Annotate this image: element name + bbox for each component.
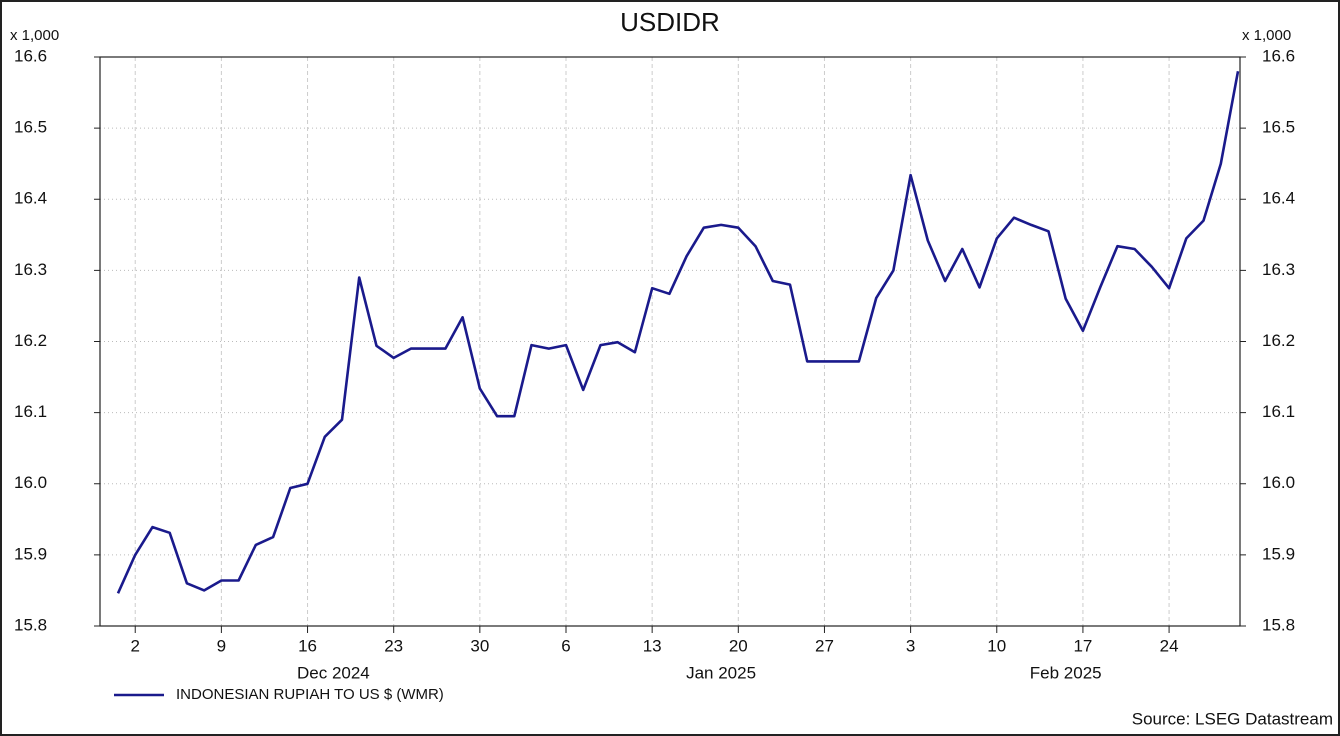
x-tick-label: 30 (470, 636, 489, 655)
y-tick-label: 16.3 (14, 260, 47, 279)
x-tick-label: 16 (298, 636, 317, 655)
y2-tick-label: 15.8 (1262, 615, 1295, 634)
chart-title: USDIDR (620, 7, 720, 37)
x-tick-label: 24 (1160, 636, 1179, 655)
y2-tick-label: 15.9 (1262, 544, 1295, 563)
x-tick-label: 27 (815, 636, 834, 655)
plot-area (99, 56, 1241, 627)
y-tick-label: 15.8 (14, 615, 47, 634)
y-tick-label: 16.1 (14, 402, 47, 421)
y2-tick-label: 16.3 (1262, 260, 1295, 279)
y2-unit-label: x 1,000 (1242, 27, 1291, 44)
x-tick-label: 6 (561, 636, 570, 655)
x-tick-label: 10 (987, 636, 1006, 655)
x-tick-label: 13 (643, 636, 662, 655)
legend-label: INDONESIAN RUPIAH TO US $ (WMR) (176, 686, 444, 703)
y-tick-label: 16.0 (14, 473, 47, 492)
month-label: Dec 2024 (297, 663, 370, 682)
source: Source: LSEG Datastream (1132, 709, 1333, 728)
y2-tick-label: 16.5 (1262, 118, 1295, 137)
y2-tick-label: 16.4 (1262, 189, 1295, 208)
x-tick-label: 23 (384, 636, 403, 655)
x-tick-label: 17 (1073, 636, 1092, 655)
y2-tick-label: 16.2 (1262, 331, 1295, 350)
y2-tick-label: 16.1 (1262, 402, 1295, 421)
y-tick-label: 16.5 (14, 118, 47, 137)
x-tick-label: 20 (729, 636, 748, 655)
y-tick-label: 16.6 (14, 46, 47, 65)
x-tick-label: 9 (217, 636, 226, 655)
y2-tick-label: 16.6 (1262, 46, 1295, 65)
y-tick-label: 16.4 (14, 189, 47, 208)
y-unit-label: x 1,000 (10, 27, 59, 44)
y-tick-label: 15.9 (14, 544, 47, 563)
month-label: Jan 2025 (686, 663, 756, 682)
x-tick-label: 2 (130, 636, 139, 655)
x-tick-label: 3 (906, 636, 915, 655)
series-line (116, 70, 1240, 594)
y-tick-label: 16.2 (14, 331, 47, 350)
month-label: Feb 2025 (1030, 663, 1102, 682)
y2-tick-label: 16.0 (1262, 473, 1295, 492)
